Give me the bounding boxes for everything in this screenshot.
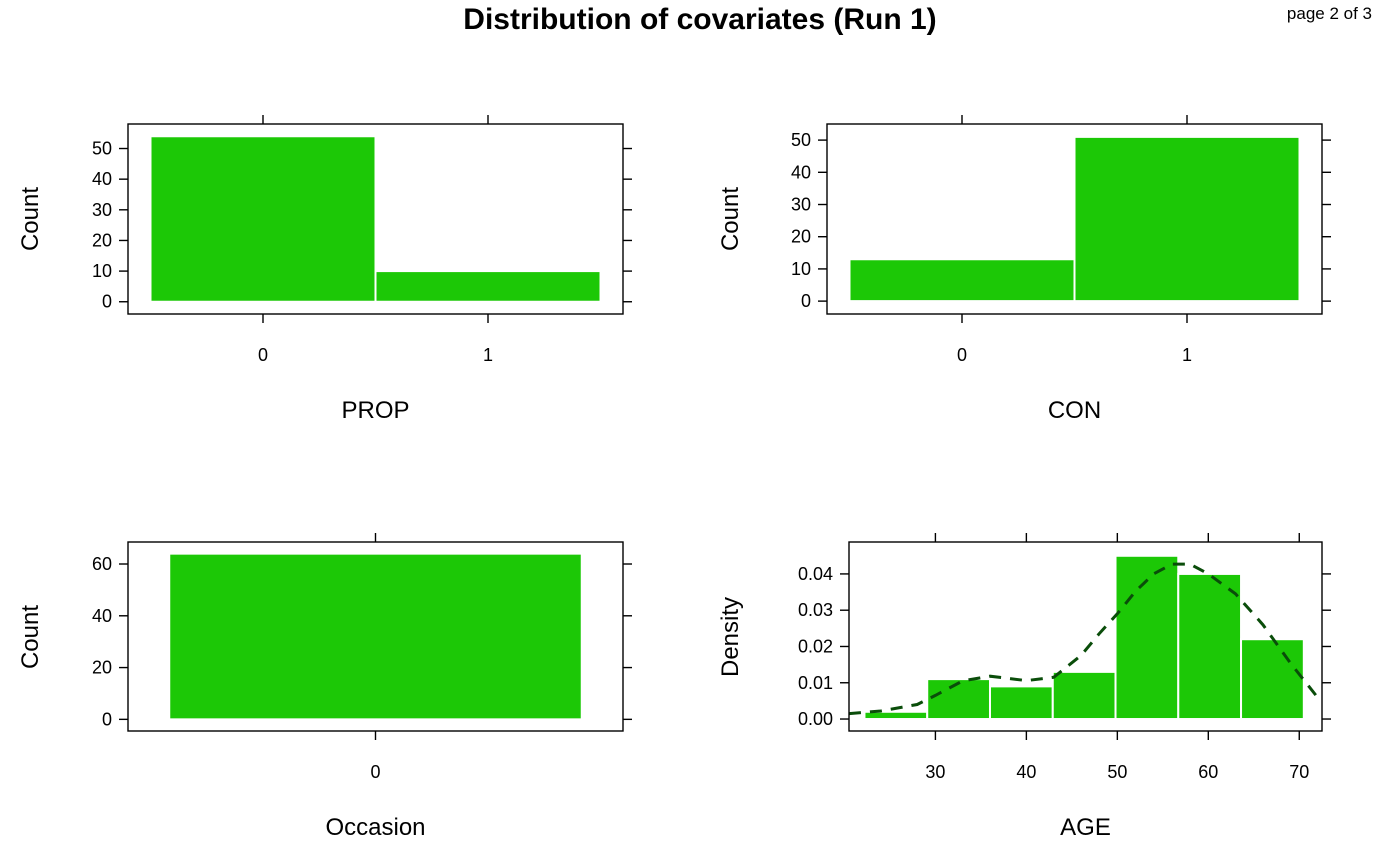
prop-ytick-label: 20 [92, 230, 112, 250]
occasion-ytick-label: 60 [92, 554, 112, 574]
con-ytick-label: 30 [791, 195, 811, 215]
age-ytick-label: 0.01 [798, 673, 833, 693]
prop-ytick-label: 50 [92, 139, 112, 159]
con-bar-0 [848, 258, 1076, 303]
prop-bar-0 [149, 135, 377, 303]
occasion-ytick-label: 20 [92, 658, 112, 678]
occasion-bar-0 [168, 552, 583, 721]
age-histogram-bin-2 [988, 685, 1054, 721]
age-ytick-label: 0.02 [798, 636, 833, 656]
prop-bar-1 [374, 270, 602, 303]
con-plot-frame [826, 123, 1323, 315]
occasion-y-axis-label: Count [17, 605, 44, 669]
panel-age: 30 40 50 60 70 0.00 0.01 0.02 0.03 0.04 AGE Density [717, 533, 1331, 841]
prop-plot-frame [127, 123, 624, 315]
prop-ytick-label: 0 [102, 292, 112, 312]
age-histogram-bin-5 [1177, 572, 1243, 721]
occasion-ytick-label: 0 [102, 709, 112, 729]
con-y-axis-label: Count [717, 187, 744, 251]
con-xtick-label: 1 [1182, 345, 1192, 365]
age-histogram-bin-1 [926, 678, 991, 721]
age-xtick-label: 70 [1289, 762, 1309, 782]
occasion-xtick-label: 0 [370, 762, 380, 782]
age-xtick-label: 40 [1016, 762, 1036, 782]
age-x-axis-label: AGE [1060, 814, 1111, 841]
page-counter: page 2 of 3 [1286, 4, 1372, 23]
age-ytick-label: 0.04 [798, 564, 833, 584]
prop-ytick-label: 40 [92, 169, 112, 189]
age-xtick-label: 50 [1107, 762, 1127, 782]
prop-xtick-label: 1 [483, 345, 493, 365]
con-xtick-label: 0 [957, 345, 967, 365]
age-xtick-label: 60 [1198, 762, 1218, 782]
con-x-axis-label: CON [1048, 397, 1101, 424]
age-y-axis-label: Density [717, 597, 744, 677]
prop-ytick-label: 10 [92, 261, 112, 281]
con-ytick-label: 40 [791, 162, 811, 182]
con-ytick-label: 50 [791, 130, 811, 150]
occasion-x-axis-label: Occasion [325, 814, 425, 841]
age-histogram-bin-3 [1051, 670, 1117, 721]
prop-y-axis-label: Count [17, 187, 44, 251]
age-histogram-bin-6 [1240, 638, 1305, 721]
age-ytick-label: 0.00 [798, 709, 833, 729]
prop-ytick-label: 30 [92, 200, 112, 220]
page-title: Distribution of covariates (Run 1) [463, 3, 937, 36]
con-ytick-label: 20 [791, 227, 811, 247]
age-ytick-label: 0.03 [798, 600, 833, 620]
age-histogram-bin-4 [1114, 554, 1180, 721]
prop-xtick-label: 0 [258, 345, 268, 365]
con-ytick-label: 10 [791, 259, 811, 279]
con-bar-1 [1073, 135, 1301, 303]
age-xtick-label: 30 [925, 762, 945, 782]
occasion-ytick-label: 40 [92, 606, 112, 626]
age-density-curve [849, 562, 1319, 716]
con-ytick-label: 0 [801, 291, 811, 311]
occasion-plot-frame [127, 541, 624, 732]
prop-x-axis-label: PROP [341, 397, 409, 424]
age-plot-frame [848, 541, 1323, 732]
panel-occasion: 0 0 20 40 60 Occasion Count [17, 533, 632, 841]
